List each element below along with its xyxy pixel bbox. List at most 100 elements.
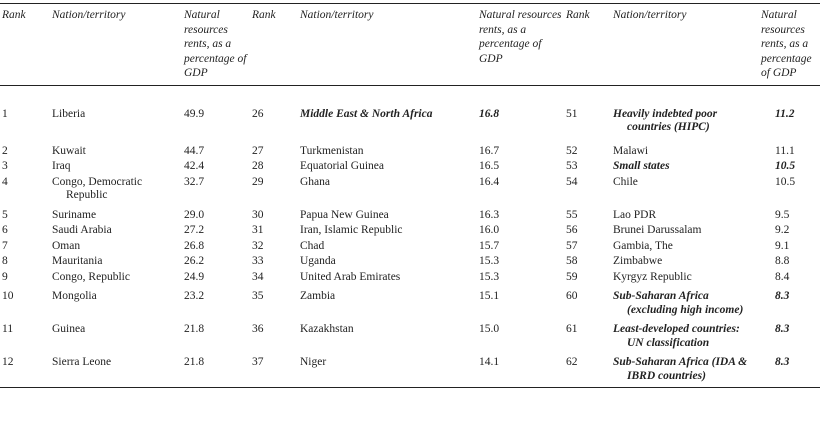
rank-cell: 32 — [252, 239, 264, 252]
value-cell: 15.1 — [479, 290, 500, 302]
table-row: 8 Mauritania 26.2 33 Uganda 15.3 58 Zimbabwe 8.8 — [0, 255, 820, 271]
value-cell: 16.0 — [479, 224, 500, 236]
rank-cell: 29 — [252, 175, 264, 188]
table-row: 7 Oman 26.8 32 Chad 15.7 57 Gambia, The 9.1 — [0, 240, 820, 256]
rank-cell: 11 — [2, 323, 14, 335]
value-cell: 23.2 — [184, 290, 205, 302]
nation-cell: Sub-Saharan Africa (IDA & IBRD countries… — [613, 356, 748, 382]
rank-cell: 55 — [566, 208, 578, 221]
nation-cell: Heavily indebted poor countries (HIPC) — [613, 107, 718, 134]
nation-cell: Suriname — [52, 208, 97, 221]
rank-cell: 62 — [566, 356, 578, 368]
rank-cell: 28 — [252, 160, 264, 172]
nation-cell: Middle East & North Africa — [300, 107, 433, 120]
rank-cell: 54 — [566, 175, 578, 188]
rank-cell: 53 — [566, 160, 578, 172]
nation-cell: Lao PDR — [613, 208, 657, 221]
nation-cell: Liberia — [52, 107, 86, 120]
rank-cell: 2 — [2, 144, 8, 157]
nation-cell: Iraq — [52, 160, 71, 172]
header-nation: Nation/territory — [613, 9, 687, 21]
nation-cell: Chad — [300, 239, 325, 252]
value-cell: 32.7 — [184, 175, 205, 188]
value-cell: 14.1 — [479, 356, 500, 368]
value-cell: 11.2 — [775, 107, 795, 120]
nation-cell: Congo, Republic — [52, 270, 130, 283]
nation-cell: Mauritania — [52, 255, 103, 267]
nation-cell: Least-developed countries: UN classifica… — [613, 323, 740, 349]
value-cell: 26.8 — [184, 239, 205, 252]
value-cell: 8.4 — [775, 270, 790, 283]
nation-cell: Chile — [613, 175, 638, 188]
nation-cell: Mongolia — [52, 290, 97, 302]
value-cell: 44.7 — [184, 144, 205, 157]
rank-cell: 1 — [2, 107, 8, 120]
table-body: 1 Liberia 49.9 26 Middle East & North Africa… — [0, 85, 820, 388]
value-cell: 11.1 — [775, 144, 795, 157]
rank-cell: 12 — [2, 356, 14, 368]
nation-cell: Sub-Saharan Africa (excluding high incom… — [613, 290, 744, 316]
rank-cell: 26 — [252, 107, 264, 120]
rank-cell: 5 — [2, 208, 8, 221]
nation-cell: Malawi — [613, 144, 649, 157]
nation-cell: Congo, Democratic Republic — [52, 175, 143, 202]
value-cell: 16.4 — [479, 175, 500, 188]
nation-cell: Small states — [613, 160, 670, 172]
header-row: Rank Nation/territory Natural resources … — [0, 3, 820, 85]
rank-cell: 59 — [566, 270, 578, 283]
table-row: 3 Iraq 42.4 28 Equatorial Guinea 16.5 53 Small … — [0, 160, 820, 176]
nation-cell: Niger — [300, 356, 327, 368]
value-cell: 9.5 — [775, 208, 790, 221]
value-cell: 24.9 — [184, 270, 205, 283]
value-cell: 9.1 — [775, 239, 790, 252]
value-cell: 10.5 — [775, 160, 796, 172]
rank-cell: 9 — [2, 270, 8, 283]
rank-cell: 6 — [2, 224, 8, 236]
table-row: 9 Congo, Republic 24.9 34 United Arab Emirat… — [0, 271, 820, 291]
table-row: 11 Guinea 21.8 36 Kazakhstan 15.0 61 Least-deve… — [0, 323, 820, 356]
nation-cell: Guinea — [52, 323, 86, 335]
nation-cell: Zambia — [300, 290, 336, 302]
table-row: 12 Sierra Leone 21.8 37 Niger 14.1 62 Sub-Sahar… — [0, 356, 820, 388]
header-rank: Rank — [2, 9, 26, 21]
rank-cell: 61 — [566, 323, 578, 335]
nation-cell: Sierra Leone — [52, 356, 112, 368]
rank-cell: 27 — [252, 144, 264, 157]
header-rank: Rank — [566, 9, 590, 21]
rank-cell: 60 — [566, 290, 578, 302]
value-cell: 16.8 — [479, 107, 500, 120]
value-cell: 10.5 — [775, 175, 796, 188]
value-cell: 21.8 — [184, 356, 205, 368]
table-row: 2 Kuwait 44.7 27 Turkmenistan 16.7 52 Malawi 11.… — [0, 145, 820, 161]
value-cell: 16.7 — [479, 144, 500, 157]
rank-cell: 51 — [566, 107, 578, 120]
rank-cell: 35 — [252, 290, 264, 302]
nation-cell: Equatorial Guinea — [300, 160, 384, 172]
value-cell: 21.8 — [184, 323, 205, 335]
value-cell: 15.7 — [479, 239, 500, 252]
table-row: 4 Congo, Democratic Republic 32.7 29 Ghana 16… — [0, 176, 820, 209]
rank-cell: 36 — [252, 323, 264, 335]
rank-cell: 3 — [2, 160, 8, 172]
rank-cell: 33 — [252, 255, 264, 267]
rank-cell: 7 — [2, 239, 8, 252]
nation-cell: Iran, Islamic Republic — [300, 224, 403, 236]
value-cell: 8.3 — [775, 323, 790, 335]
table-row: 6 Saudi Arabia 27.2 31 Iran, Islamic Republi… — [0, 224, 820, 240]
nation-cell: Uganda — [300, 255, 336, 267]
nation-cell: Saudi Arabia — [52, 224, 112, 236]
table-row: 1 Liberia 49.9 26 Middle East & North Africa… — [0, 85, 820, 145]
value-cell: 26.2 — [184, 255, 205, 267]
nation-cell: Kyrgyz Republic — [613, 270, 692, 283]
rank-cell: 8 — [2, 255, 8, 267]
nation-cell: Ghana — [300, 175, 331, 188]
nation-cell: Turkmenistan — [300, 144, 364, 157]
table-row: 5 Suriname 29.0 30 Papua New Guinea 16.3 55 Lao… — [0, 209, 820, 225]
value-cell: 16.5 — [479, 160, 500, 172]
value-cell: 42.4 — [184, 160, 205, 172]
value-cell: 8.8 — [775, 255, 790, 267]
rank-cell: 34 — [252, 270, 264, 283]
natural-resources-rents-table: Rank Nation/territory Natural resources … — [0, 3, 820, 388]
value-cell: 8.3 — [775, 356, 790, 368]
rank-cell: 10 — [2, 290, 14, 302]
